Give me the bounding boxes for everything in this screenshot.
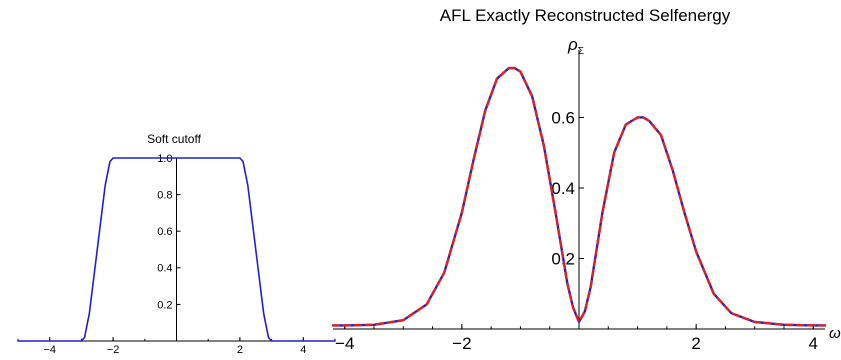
- selfenergy-y-tick-label: 0.4: [551, 179, 575, 198]
- selfenergy-ylabel-sub: Σ: [578, 46, 584, 57]
- soft-cutoff-y-tick-label: 0.8: [157, 189, 172, 201]
- soft-cutoff-chart: Soft cutoff −4 −2 2 4 0.2 0.4 0.6 0.8 1.0: [17, 132, 336, 356]
- soft-cutoff-y-tick-label: 0.2: [157, 299, 172, 311]
- soft-cutoff-x-tick-label: −4: [43, 344, 56, 356]
- soft-cutoff-axes: [18, 158, 335, 342]
- selfenergy-series-line-1: [331, 66, 827, 327]
- selfenergy-x-tick-label: −2: [452, 334, 471, 353]
- selfenergy-x-tick-label: 2: [691, 334, 700, 353]
- selfenergy-axes: [333, 50, 825, 330]
- soft-cutoff-x-tick-label: 2: [237, 344, 243, 356]
- soft-cutoff-series-line-0: [17, 157, 336, 342]
- soft-cutoff-y-tick-label: 0.4: [157, 263, 172, 275]
- selfenergy-xlabel: ω: [829, 325, 841, 342]
- soft-cutoff-x-tick-label: 4: [300, 344, 306, 356]
- selfenergy-series: [331, 66, 827, 327]
- soft-cutoff-series: [17, 157, 336, 342]
- selfenergy-ylabel-main: ρ: [567, 35, 578, 54]
- selfenergy-y-tick-label: 0.6: [551, 108, 575, 127]
- soft-cutoff-y-tick-label: 1.0: [157, 153, 172, 165]
- soft-cutoff-y-tick-label: 0.6: [157, 226, 172, 238]
- soft-cutoff-title: Soft cutoff: [147, 132, 201, 146]
- selfenergy-x-tick-label: −4: [335, 334, 354, 353]
- selfenergy-title: AFL Exactly Reconstructed Selfenergy: [440, 6, 731, 25]
- selfenergy-chart: AFL Exactly Reconstructed Selfenergy ρΣ …: [331, 6, 841, 353]
- selfenergy-x-tick-label: 4: [809, 334, 818, 353]
- selfenergy-ylabel: ρΣ: [567, 35, 584, 57]
- soft-cutoff-x-tick-label: −2: [107, 344, 120, 356]
